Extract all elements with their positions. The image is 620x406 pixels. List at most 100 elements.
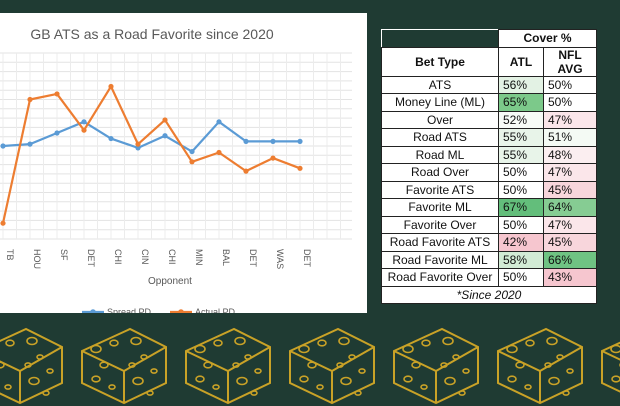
atl-cover-cell: 65% (498, 93, 544, 112)
atl-cover-cell: 52% (498, 110, 544, 129)
chart-title: GB ATS as a Road Favorite since 2020 (30, 26, 274, 42)
atl-cover-cell: 50% (498, 180, 544, 199)
table-row: Road Favorite Over 50% 43% (381, 268, 597, 287)
table-corner-blank (381, 29, 499, 47)
data-point (297, 138, 303, 144)
table-row: Favorite ML 67% 64% (381, 198, 597, 217)
bet-type-cell: Road ML (381, 145, 499, 164)
data-point (135, 145, 141, 151)
x-tick-label: CIN (140, 249, 150, 265)
table-row: Favorite ATS 50% 45% (381, 180, 597, 199)
data-point (270, 138, 276, 144)
bet-type-cell: ATS (381, 75, 499, 94)
nfl-avg-cover-cell: 48% (543, 145, 597, 164)
x-axis-label: Opponent (148, 276, 192, 287)
table-footnote: *Since 2020 (381, 285, 597, 304)
table-column-header-row: Bet Type ATL NFL AVG (381, 46, 597, 77)
atl-cover-cell: 50% (498, 163, 544, 182)
cover-percentage-table: Cover % Bet Type ATL NFL AVG ATS 56% 50% Mo… (381, 29, 597, 304)
data-point (54, 130, 60, 136)
bet-type-cell: Favorite ML (381, 198, 499, 217)
atl-cover-cell: 55% (498, 128, 544, 147)
data-point (216, 119, 222, 125)
table-row: Over 52% 47% (381, 110, 597, 129)
data-point (135, 141, 141, 147)
cheese-wedge-icon (497, 327, 583, 405)
grid-lines (0, 52, 352, 240)
data-point (0, 143, 6, 149)
x-tick-label: SF (59, 249, 69, 261)
x-tick-label: DET (248, 249, 258, 268)
x-tick-label: MIN (194, 249, 204, 266)
data-point (162, 117, 168, 123)
data-point (81, 127, 87, 133)
cheese-decoration-strip (0, 327, 620, 405)
data-point (270, 155, 276, 161)
nfl-avg-cover-cell: 45% (543, 180, 597, 199)
nfl-avg-cover-cell: 50% (543, 93, 597, 112)
cheese-wedge-icon (0, 327, 63, 405)
table-row: Money Line (ML) 65% 50% (381, 93, 597, 112)
nfl-avg-cover-cell: 47% (543, 110, 597, 129)
table-row: Favorite Over 50% 47% (381, 215, 597, 234)
nfl-avg-cover-cell: 47% (543, 163, 597, 182)
x-tick-label: HOU (32, 249, 42, 269)
legend: Spread PD Actual PD (82, 307, 236, 313)
nfl-avg-cover-cell: 43% (543, 268, 597, 287)
nfl-avg-cover-cell: 47% (543, 215, 597, 234)
data-point (54, 91, 60, 97)
atl-cover-cell: 58% (498, 250, 544, 269)
column-header-atl: ATL (498, 46, 544, 77)
atl-cover-cell: 67% (498, 198, 544, 217)
x-tick-labels: TB HOU SF DET CHI CIN CHI MIN BAL DET WAS DET (5, 249, 312, 269)
legend-label: Actual PD (195, 307, 236, 313)
cheese-wedge-icon (289, 327, 375, 405)
table-row: Road ML 55% 48% (381, 145, 597, 164)
nfl-avg-cover-cell: 51% (543, 128, 597, 147)
data-point (243, 168, 249, 174)
column-header-bet-type: Bet Type (381, 46, 499, 77)
table-footnote-row: *Since 2020 (381, 285, 597, 304)
table-body: ATS 56% 50% Money Line (ML) 65% 50% Over 52% 47%… (381, 75, 597, 287)
bet-type-cell: Road Favorite ML (381, 250, 499, 269)
atl-cover-cell: 50% (498, 268, 544, 287)
cheese-wedge-icon (601, 341, 620, 393)
bet-type-cell: Road ATS (381, 128, 499, 147)
bet-type-cell: Favorite ATS (381, 180, 499, 199)
line-chart: GB ATS as a Road Favorite since 2020 TB H… (0, 26, 352, 313)
bet-type-cell: Favorite Over (381, 215, 499, 234)
x-tick-label: DET (302, 249, 312, 268)
column-header-nfl-avg: NFL AVG (543, 46, 597, 77)
bet-type-cell: Over (381, 110, 499, 129)
data-point (81, 119, 87, 125)
bet-type-cell: Money Line (ML) (381, 93, 499, 112)
series-line-spread-pd (2, 120, 300, 153)
x-tick-label: WAS (275, 249, 285, 269)
data-point (189, 148, 195, 155)
data-point (216, 149, 222, 156)
nfl-avg-cover-cell: 66% (543, 250, 597, 269)
data-point (189, 159, 195, 165)
table-row: Road Favorite ML 58% 66% (381, 250, 597, 269)
atl-cover-cell: 50% (498, 215, 544, 234)
series-layer (0, 83, 303, 226)
cheese-wedge-icon (393, 327, 479, 405)
chart-panel: GB ATS as a Road Favorite since 2020 TB H… (0, 13, 367, 313)
bet-type-cell: Road Over (381, 163, 499, 182)
data-point (162, 133, 168, 139)
cheese-wedge-icon (81, 327, 167, 405)
legend-marker (178, 309, 184, 313)
atl-cover-cell: 55% (498, 145, 544, 164)
data-point (108, 135, 114, 142)
table-row: ATS 56% 50% (381, 75, 597, 94)
bet-type-cell: Road Favorite Over (381, 268, 499, 287)
data-point (0, 220, 6, 226)
nfl-avg-cover-cell: 50% (543, 75, 597, 94)
data-point (27, 96, 33, 103)
atl-cover-cell: 56% (498, 75, 544, 94)
nfl-avg-cover-cell: 64% (543, 198, 597, 217)
data-point (108, 83, 114, 90)
series-line-actual-pd (1, 85, 301, 224)
nfl-avg-cover-cell: 45% (543, 233, 597, 252)
legend-label: Spread PD (107, 307, 152, 313)
